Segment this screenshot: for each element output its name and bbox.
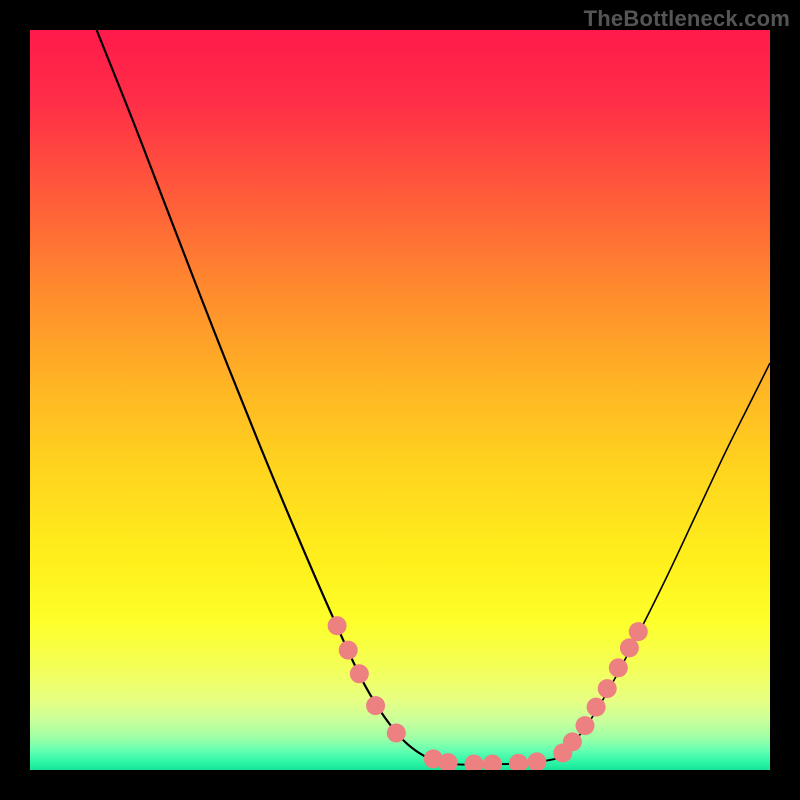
marker-dot: [576, 716, 595, 735]
marker-dot: [387, 724, 406, 743]
marker-dot: [609, 658, 628, 677]
marker-dot: [366, 696, 385, 715]
marker-dot: [587, 698, 606, 717]
marker-dot: [339, 641, 358, 660]
marker-dot: [328, 616, 347, 635]
bottleneck-plot: [30, 30, 770, 770]
marker-dot: [598, 679, 617, 698]
watermark-text: TheBottleneck.com: [584, 6, 790, 32]
marker-dot: [350, 664, 369, 683]
marker-dot: [629, 622, 648, 641]
chart-frame: TheBottleneck.com: [0, 0, 800, 800]
marker-dot: [620, 638, 639, 657]
marker-dot: [563, 732, 582, 751]
